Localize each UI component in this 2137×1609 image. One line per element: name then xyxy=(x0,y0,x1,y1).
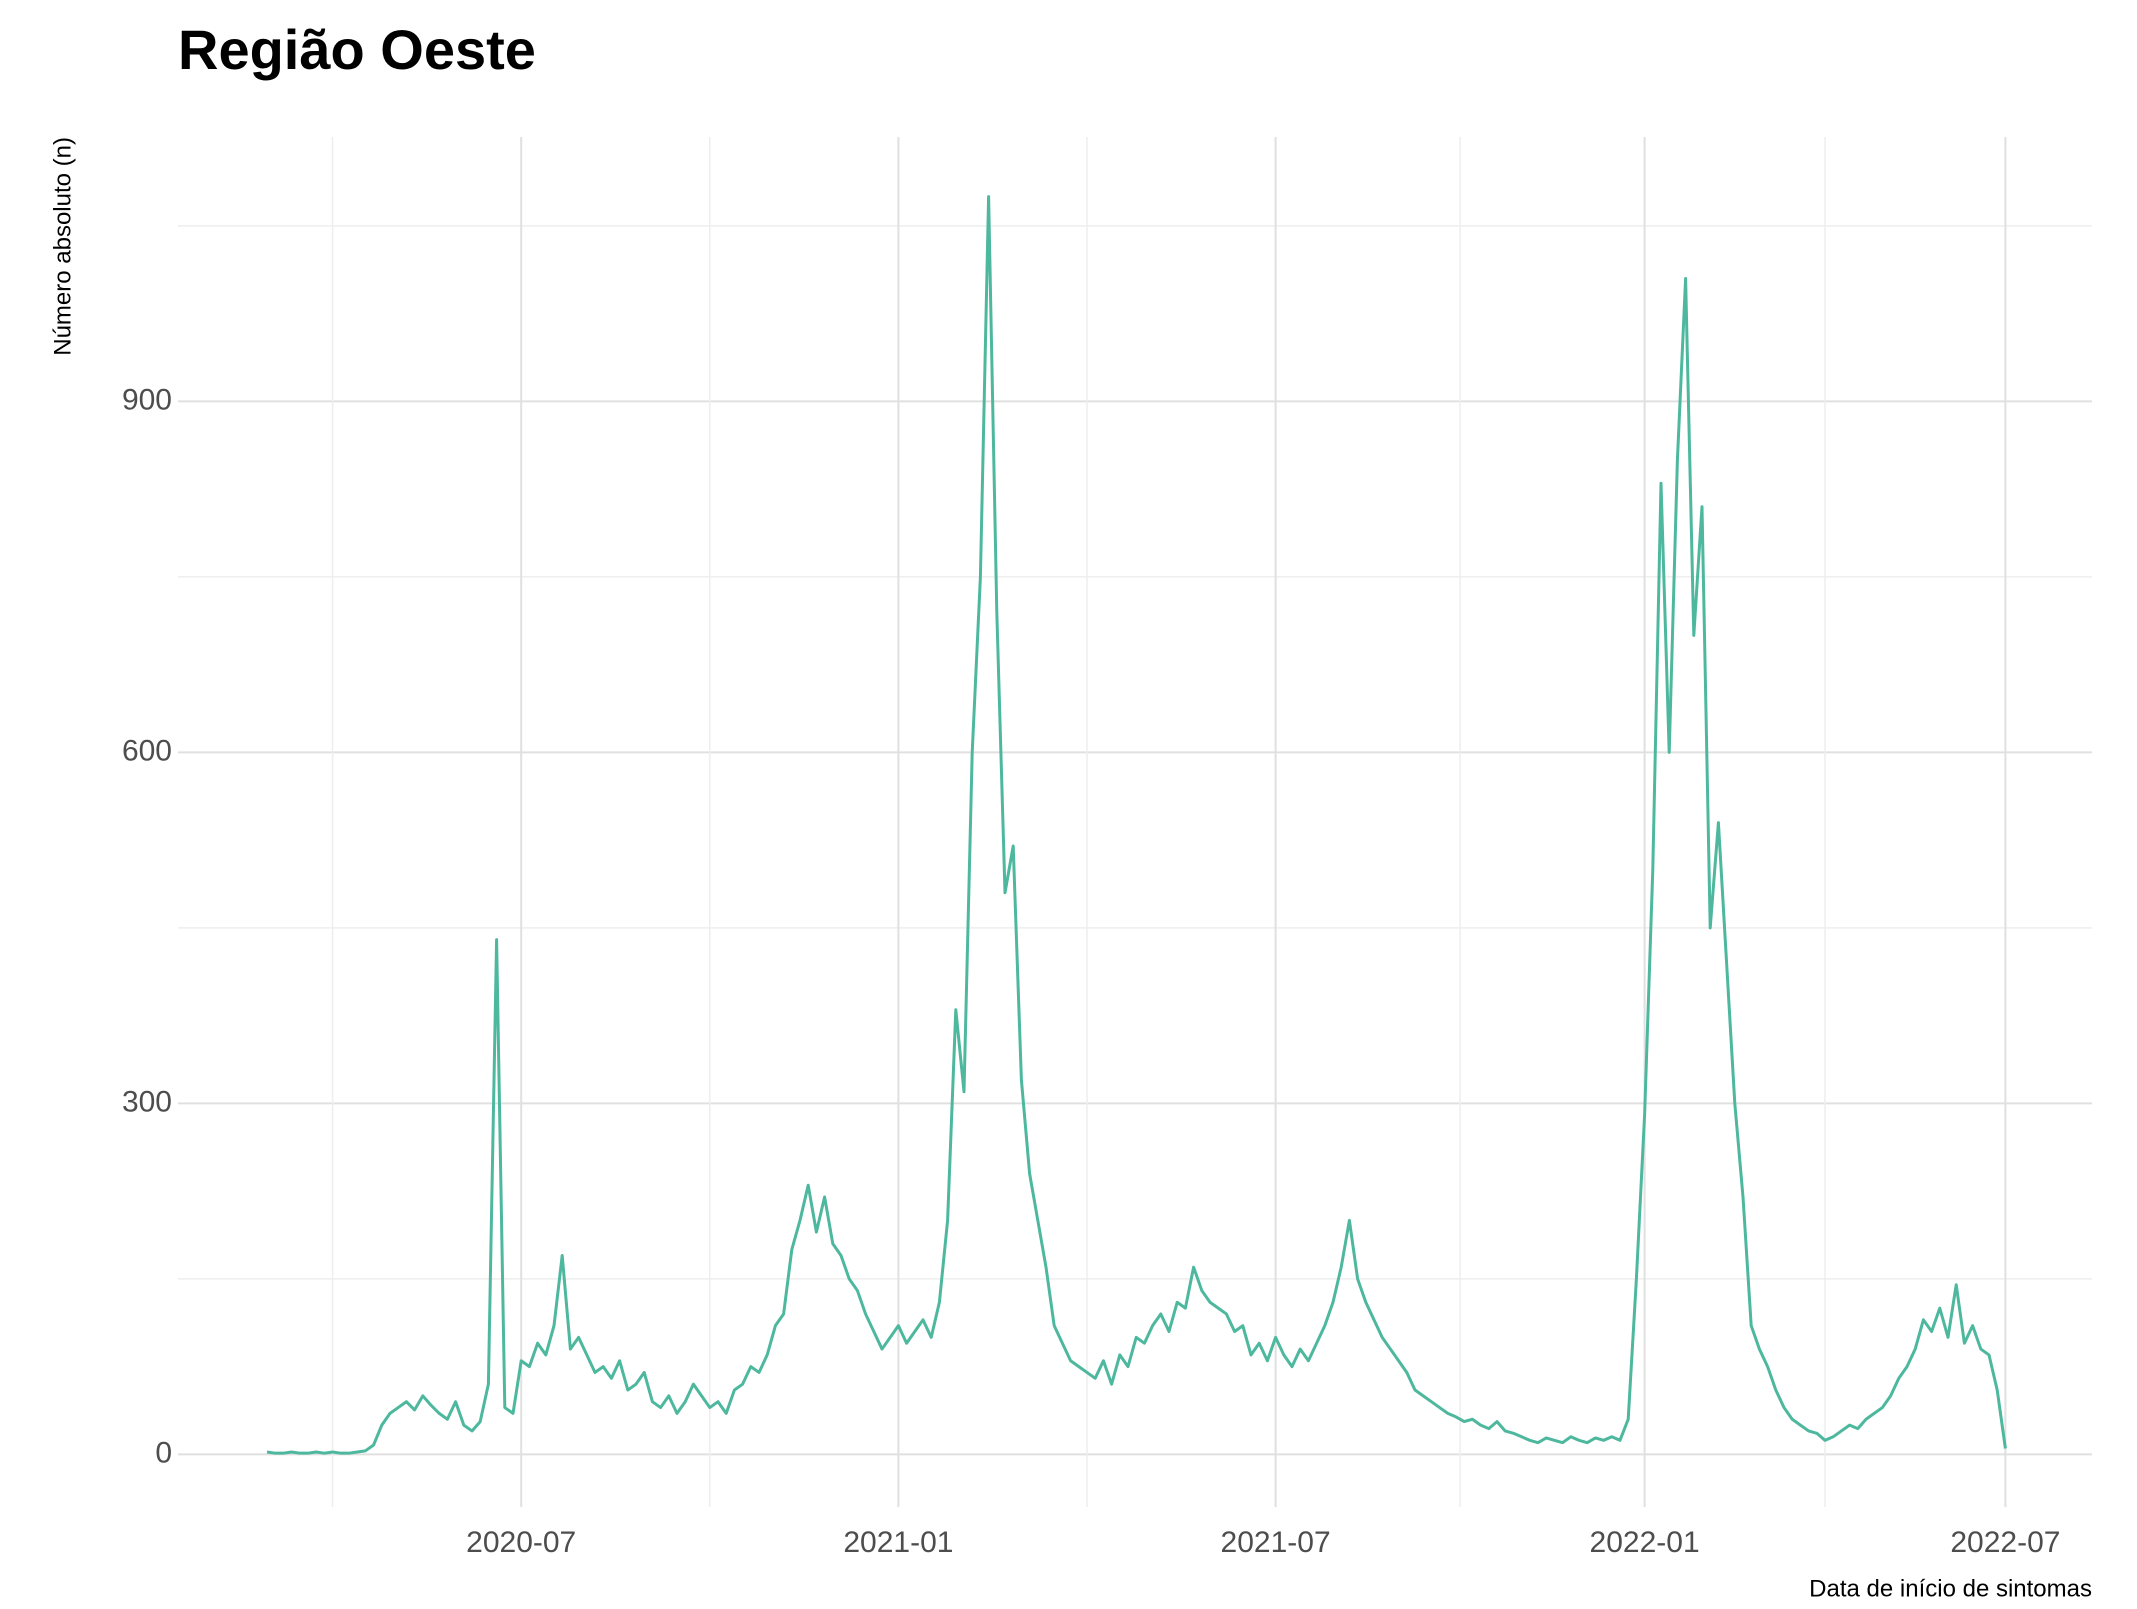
y-axis-label: Número absoluto (n) xyxy=(49,137,76,356)
x-axis-label: Data de início de sintomas xyxy=(1809,1575,2092,1602)
y-tick-label: 600 xyxy=(122,734,172,767)
grid xyxy=(178,137,2092,1507)
x-tick-label: 2022-07 xyxy=(1950,1526,2060,1559)
x-tick-label: 2021-01 xyxy=(843,1526,953,1559)
chart-title: Região Oeste xyxy=(178,18,536,81)
x-tick-label: 2022-01 xyxy=(1590,1526,1700,1559)
x-tick-label: 2021-07 xyxy=(1221,1526,1331,1559)
data-line xyxy=(266,195,2007,1455)
x-tick-label: 2020-07 xyxy=(466,1526,576,1559)
y-tick-label: 300 xyxy=(122,1085,172,1118)
y-tick-label: 900 xyxy=(122,383,172,416)
y-tick-label: 0 xyxy=(155,1436,172,1469)
